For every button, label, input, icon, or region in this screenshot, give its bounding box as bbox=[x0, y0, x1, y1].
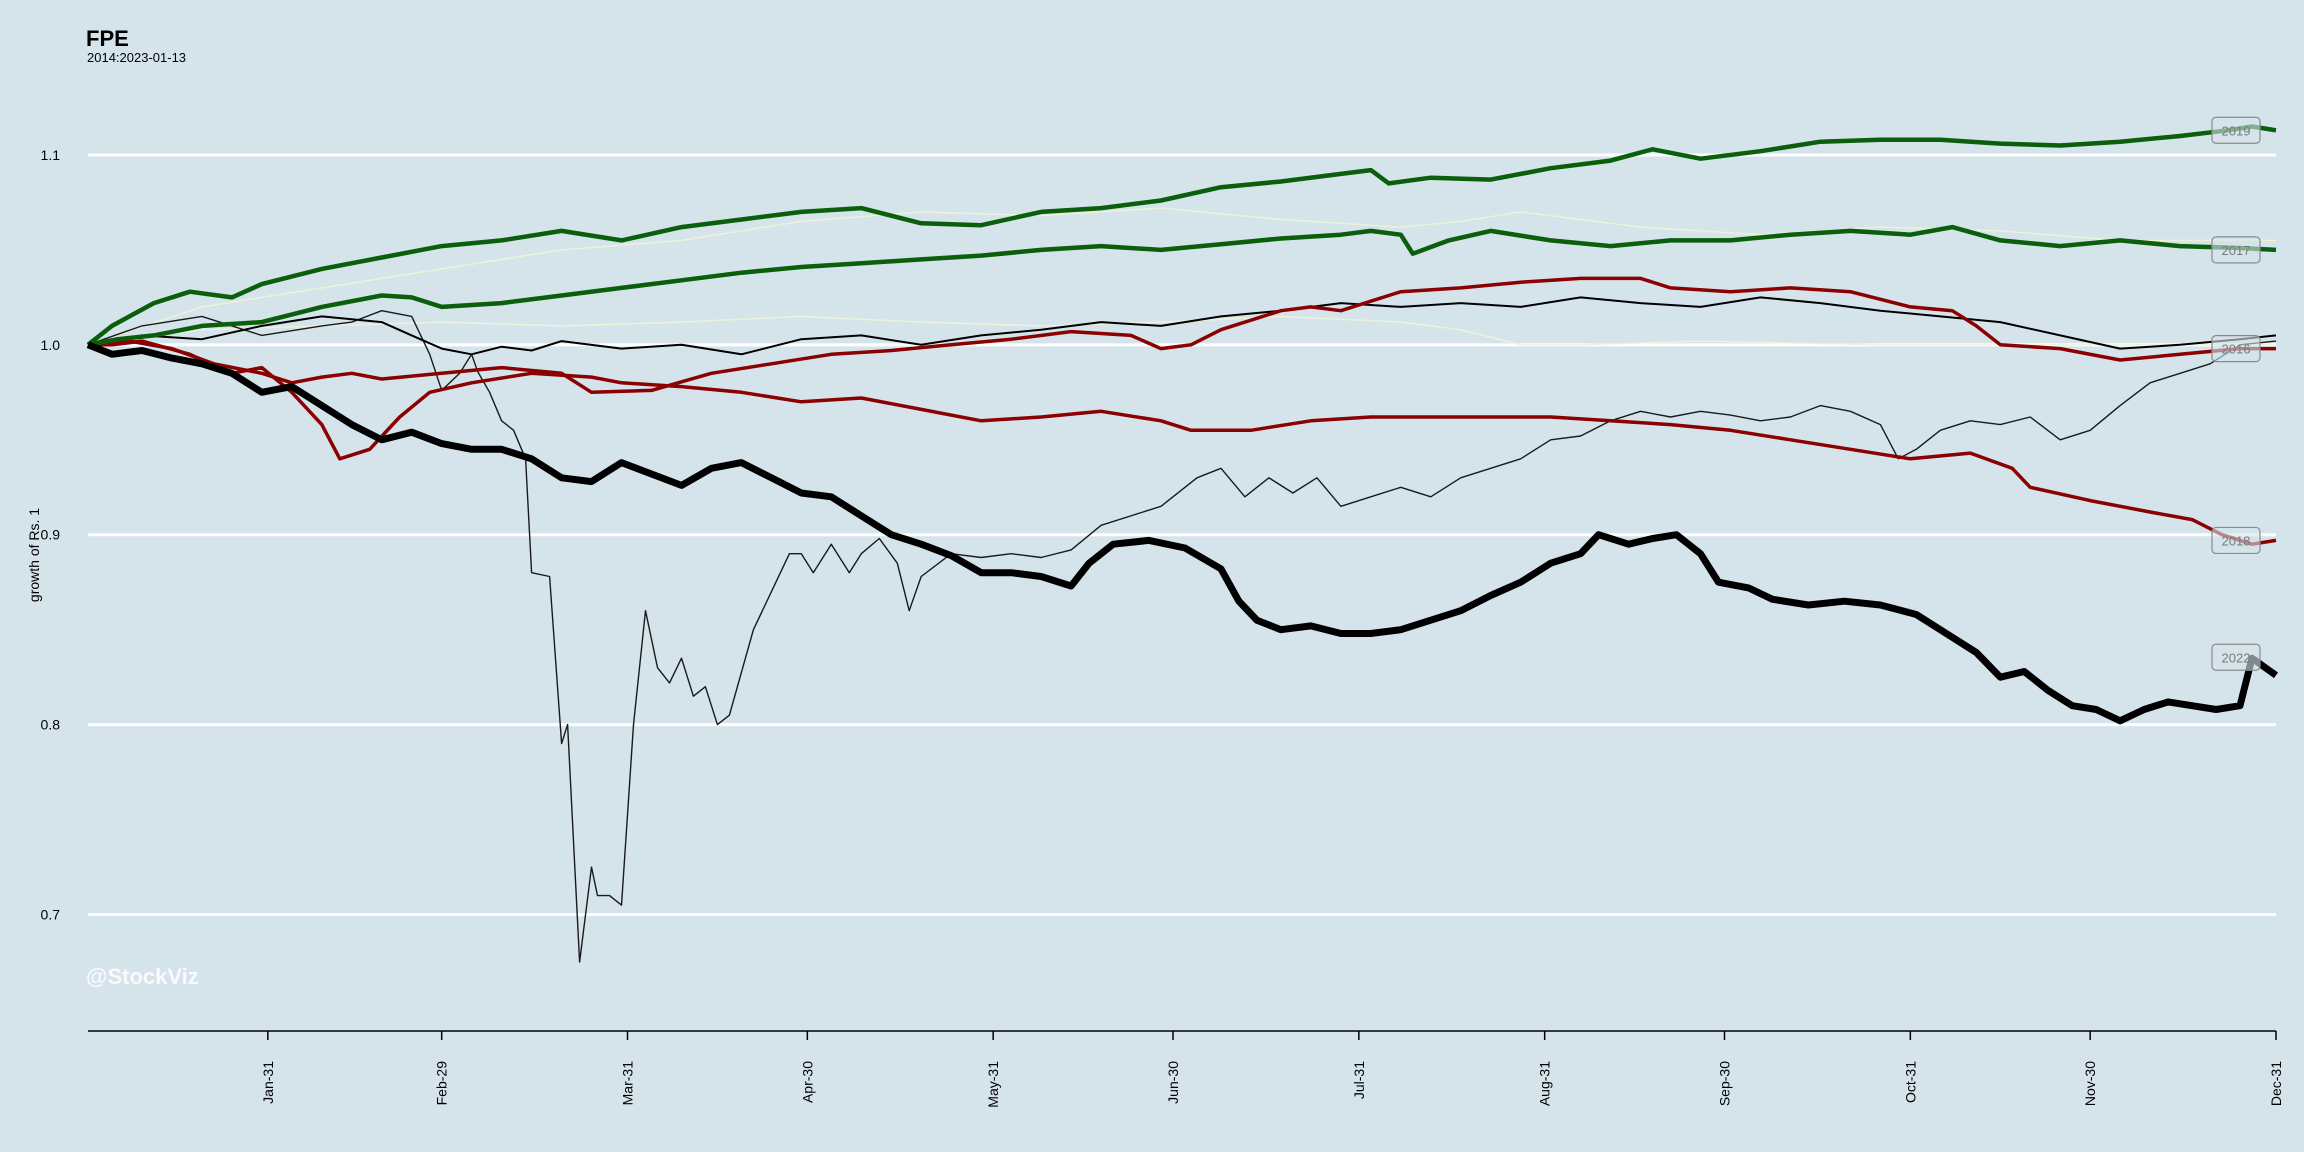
series-line-2019 bbox=[86, 124, 2277, 347]
series-label-box bbox=[2211, 335, 2261, 363]
x-tick-label: Jun-30 bbox=[1165, 1061, 1181, 1104]
y-tick-label: 0.8 bbox=[41, 717, 61, 733]
y-axis-ticks: 0.7 0.8 0.9 1.0 1.1 bbox=[41, 147, 61, 923]
series-line-2018 bbox=[88, 339, 2277, 546]
series-lines bbox=[86, 124, 2279, 963]
y-tick-label: 0.9 bbox=[41, 527, 61, 543]
series-label-box bbox=[2211, 236, 2261, 264]
watermark: @StockViz bbox=[86, 964, 199, 989]
grid-lines bbox=[88, 153, 2276, 917]
series-end-label: 2022 bbox=[2222, 650, 2251, 665]
series-end-labels: 2019 2017 2016 2018 2022 bbox=[2211, 116, 2261, 671]
x-tick-label: Mar-31 bbox=[620, 1061, 636, 1106]
series-end-label: 2019 bbox=[2222, 123, 2251, 138]
series-label-box bbox=[2211, 116, 2261, 144]
x-tick-label: May-31 bbox=[985, 1061, 1001, 1108]
series-end-label: 2018 bbox=[2222, 533, 2251, 548]
y-tick-label: 0.7 bbox=[41, 907, 61, 923]
series-line bbox=[87, 310, 2277, 963]
x-tick-label: Feb-29 bbox=[434, 1061, 450, 1106]
series-line bbox=[87, 296, 2277, 356]
chart-title: FPE bbox=[86, 26, 129, 51]
y-tick-label: 1.1 bbox=[41, 147, 61, 163]
chart-subtitle: 2014:2023-01-13 bbox=[87, 50, 187, 65]
x-tick-label: Aug-31 bbox=[1537, 1061, 1553, 1106]
x-axis: Jan-31 Feb-29 Mar-31 Apr-30 May-31 Jun-30 Jul-… bbox=[88, 1030, 2284, 1108]
series-line-2017 bbox=[87, 224, 2277, 348]
series-line bbox=[87, 207, 2276, 346]
x-tick-label: Apr-30 bbox=[799, 1061, 815, 1103]
x-tick-label: Jul-31 bbox=[1351, 1061, 1367, 1099]
series-line-2022 bbox=[86, 341, 2279, 725]
series-line bbox=[87, 315, 2276, 346]
y-tick-label: 1.0 bbox=[41, 337, 61, 353]
series-label-box bbox=[2211, 526, 2261, 555]
x-tick-label: Dec-31 bbox=[2268, 1061, 2284, 1106]
x-tick-label: Nov-30 bbox=[2082, 1061, 2098, 1106]
x-tick-label: Oct-31 bbox=[1902, 1061, 1918, 1103]
series-end-label: 2017 bbox=[2222, 243, 2251, 258]
series-end-label: 2016 bbox=[2222, 342, 2251, 357]
series-label-box bbox=[2211, 643, 2261, 671]
x-tick-label: Sep-30 bbox=[1717, 1061, 1733, 1106]
x-tick-label: Jan-31 bbox=[260, 1061, 276, 1104]
series-line-2016 bbox=[87, 276, 2276, 395]
